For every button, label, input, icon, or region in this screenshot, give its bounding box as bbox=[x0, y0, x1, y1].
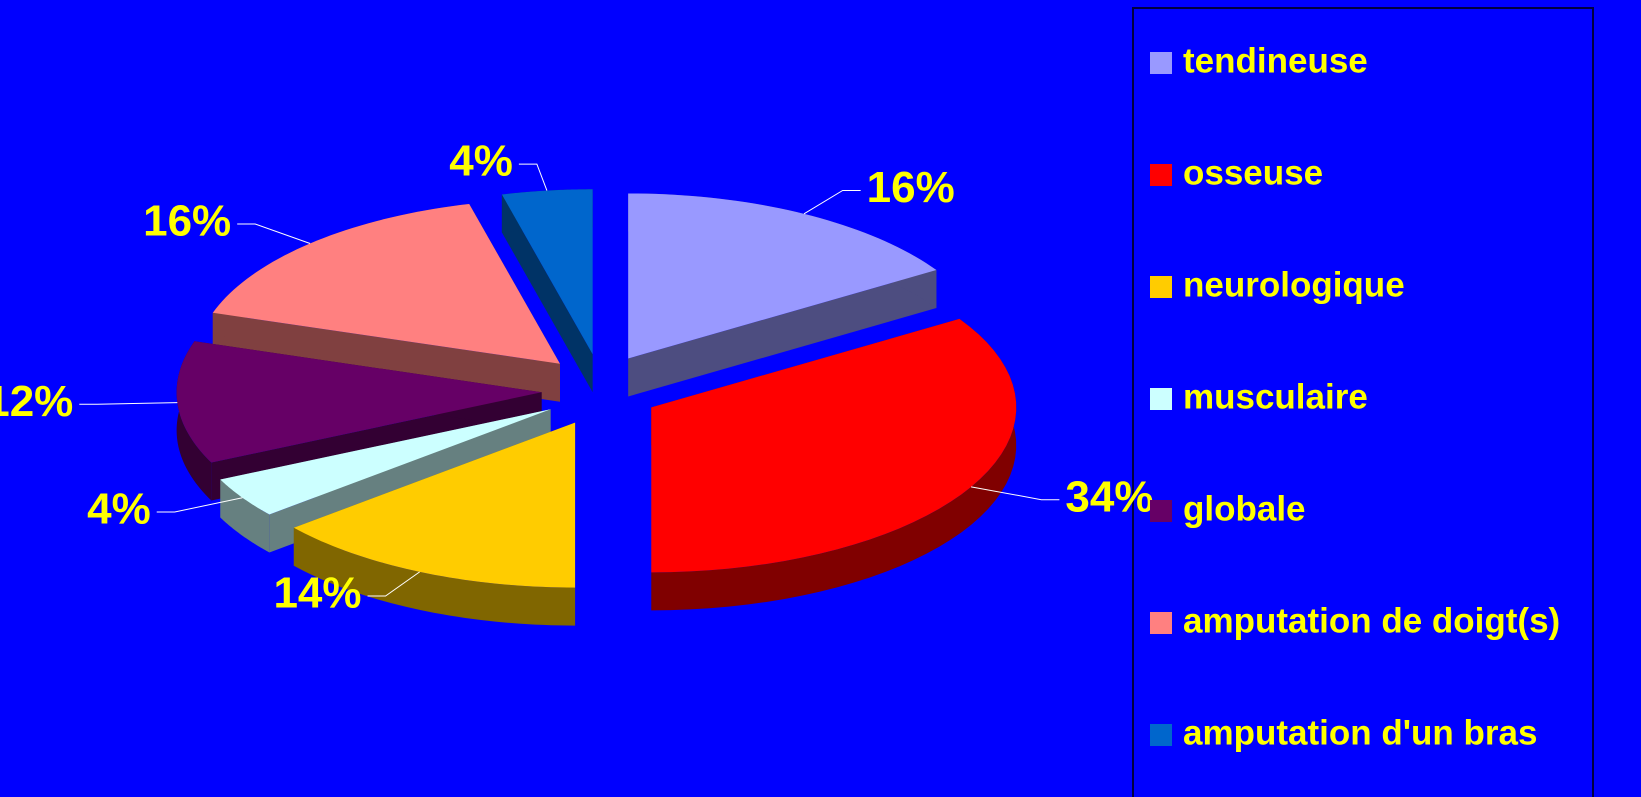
slice-top bbox=[220, 409, 551, 515]
slice-side bbox=[293, 527, 576, 626]
slice-top bbox=[176, 341, 542, 463]
legend-swatch bbox=[1150, 388, 1172, 410]
legend-swatch bbox=[1150, 164, 1172, 186]
legend-label: tendineuse bbox=[1183, 41, 1368, 80]
pie-slice bbox=[212, 203, 560, 402]
data-label: 4% bbox=[87, 485, 151, 534]
slice-top bbox=[501, 189, 593, 355]
leader-line bbox=[803, 189, 861, 215]
data-label: 4% bbox=[449, 137, 513, 186]
legend-label: neurologique bbox=[1183, 265, 1405, 304]
slice-side bbox=[220, 479, 270, 553]
legend-label: amputation de doigt(s) bbox=[1183, 601, 1560, 640]
slice-side bbox=[651, 318, 1017, 611]
legend-label: musculaire bbox=[1183, 377, 1368, 416]
pie-slice bbox=[293, 422, 576, 626]
leader-line bbox=[518, 163, 548, 191]
data-label: 34% bbox=[1065, 472, 1153, 521]
pie-slice bbox=[501, 189, 593, 393]
data-label: 14% bbox=[273, 569, 361, 618]
slice-top bbox=[628, 193, 937, 359]
leader-line bbox=[79, 402, 178, 405]
leader-line bbox=[156, 497, 243, 513]
legend-swatch bbox=[1150, 612, 1172, 634]
legend-label: globale bbox=[1183, 489, 1306, 528]
legend-label: amputation d'un bras bbox=[1183, 713, 1537, 752]
data-label: 16% bbox=[143, 197, 231, 246]
slice-top bbox=[212, 203, 560, 364]
slice-edge bbox=[212, 312, 560, 402]
legend-label: osseuse bbox=[1183, 153, 1323, 192]
pie-slice bbox=[628, 193, 937, 397]
slice-top bbox=[651, 318, 1017, 573]
legend-swatch bbox=[1150, 276, 1172, 298]
leader-line bbox=[367, 571, 420, 597]
legend-box bbox=[1132, 7, 1594, 797]
leader-line bbox=[237, 223, 311, 244]
slice-edge bbox=[501, 194, 593, 393]
legend-swatch bbox=[1150, 52, 1172, 74]
pie-slice bbox=[651, 318, 1017, 611]
slice-top bbox=[293, 422, 576, 588]
data-label: 16% bbox=[867, 163, 955, 212]
legend-swatch bbox=[1150, 724, 1172, 746]
leader-line bbox=[971, 486, 1060, 501]
slice-edge bbox=[628, 270, 937, 397]
data-label: 12% bbox=[0, 377, 73, 426]
legend-swatch bbox=[1150, 500, 1172, 522]
